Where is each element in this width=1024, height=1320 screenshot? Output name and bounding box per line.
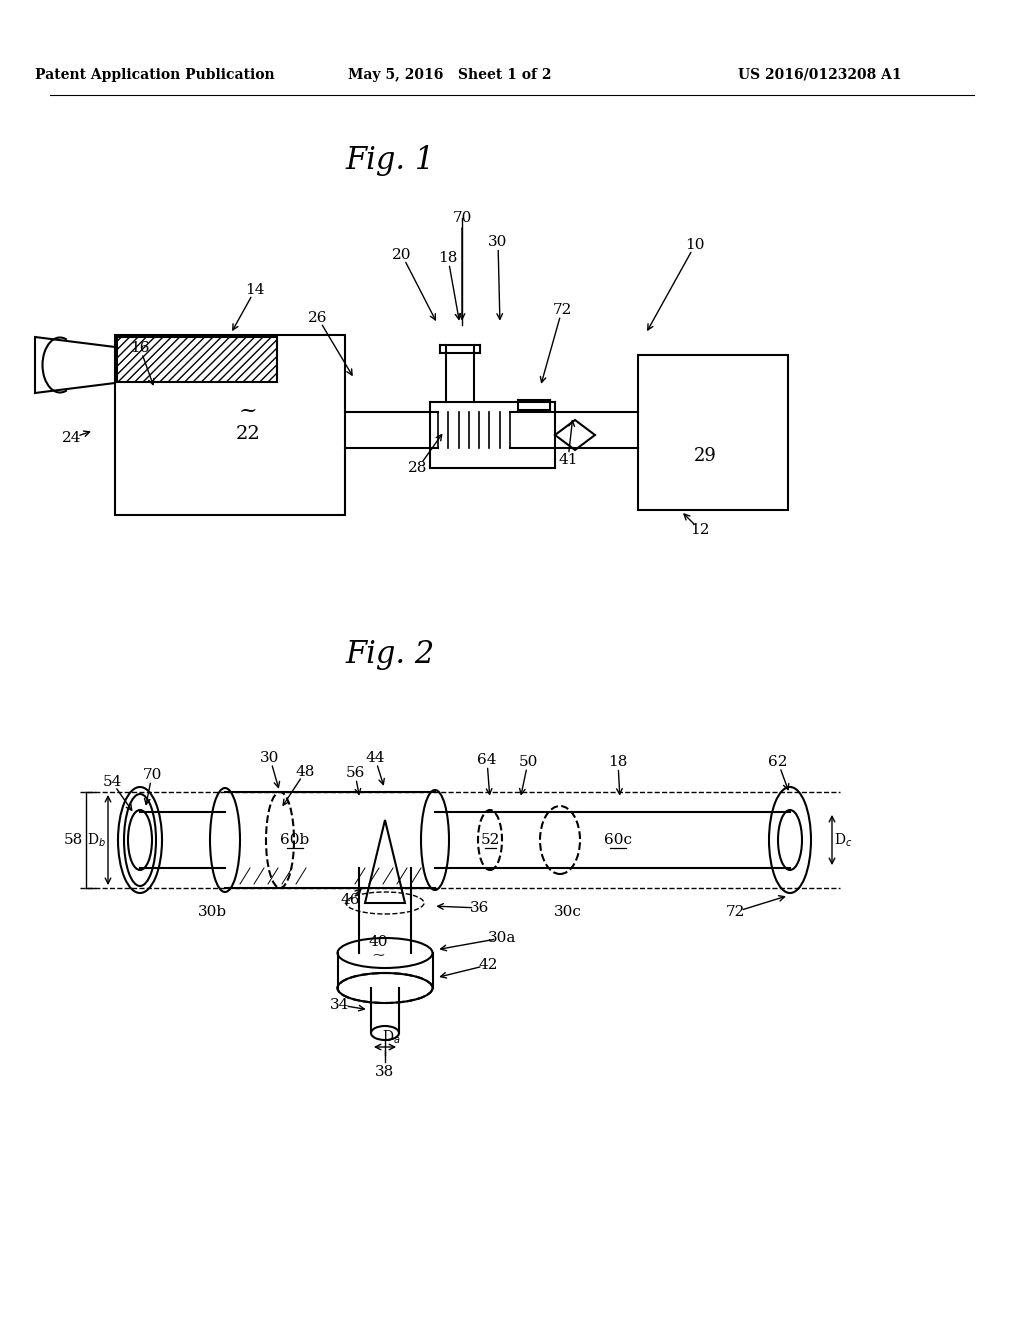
Text: 60b: 60b: [281, 833, 309, 847]
Text: 70: 70: [142, 768, 162, 781]
Text: 22: 22: [236, 425, 261, 444]
Text: May 5, 2016   Sheet 1 of 2: May 5, 2016 Sheet 1 of 2: [348, 69, 552, 82]
Text: 30: 30: [260, 751, 280, 766]
Text: 20: 20: [392, 248, 412, 261]
Text: 30c: 30c: [554, 906, 582, 919]
Text: 28: 28: [409, 461, 428, 475]
Text: D$_b$: D$_b$: [87, 832, 106, 849]
Text: ~: ~: [239, 400, 258, 421]
Text: 72: 72: [725, 906, 744, 919]
Text: D$_c$: D$_c$: [834, 832, 853, 849]
Text: 62: 62: [768, 755, 787, 770]
Text: 30a: 30a: [487, 931, 516, 945]
Text: 40: 40: [369, 935, 388, 949]
Bar: [115, 335, 345, 515]
Text: 12: 12: [690, 523, 710, 537]
Text: Patent Application Publication: Patent Application Publication: [35, 69, 274, 82]
Text: 58: 58: [63, 833, 83, 847]
Text: 14: 14: [246, 282, 265, 297]
Text: 72: 72: [552, 304, 571, 317]
Text: ~: ~: [371, 946, 385, 964]
Ellipse shape: [128, 810, 152, 870]
Text: 42: 42: [478, 958, 498, 972]
Text: 44: 44: [366, 751, 385, 766]
Text: 56: 56: [345, 766, 365, 780]
Text: 10: 10: [685, 238, 705, 252]
Text: 41: 41: [558, 453, 578, 467]
Text: 70: 70: [453, 211, 472, 224]
Text: 16: 16: [130, 341, 150, 355]
Text: 60c: 60c: [604, 833, 632, 847]
Text: 18: 18: [608, 755, 628, 770]
Text: Fig. 2: Fig. 2: [345, 639, 434, 671]
Ellipse shape: [778, 810, 802, 870]
Text: 48: 48: [295, 766, 314, 779]
Text: 38: 38: [376, 1065, 394, 1078]
Text: 50: 50: [518, 755, 538, 770]
Text: 30: 30: [488, 235, 508, 249]
Text: 24: 24: [62, 432, 82, 445]
Text: 46: 46: [340, 894, 359, 907]
Text: US 2016/0123208 A1: US 2016/0123208 A1: [738, 69, 902, 82]
Text: 64: 64: [477, 752, 497, 767]
Text: D$_a$: D$_a$: [382, 1028, 400, 1045]
Text: 26: 26: [308, 312, 328, 325]
Text: 34: 34: [331, 998, 349, 1012]
Text: 54: 54: [102, 775, 122, 789]
Ellipse shape: [210, 788, 240, 892]
Ellipse shape: [421, 789, 449, 890]
Bar: [638, 355, 788, 510]
Text: 36: 36: [470, 902, 489, 915]
Text: Fig. 1: Fig. 1: [345, 144, 434, 176]
Text: 18: 18: [438, 251, 458, 265]
Polygon shape: [35, 337, 115, 393]
Text: 52: 52: [480, 833, 500, 847]
Bar: [117, 337, 278, 381]
Text: 30b: 30b: [198, 906, 226, 919]
Text: 29: 29: [694, 446, 717, 465]
